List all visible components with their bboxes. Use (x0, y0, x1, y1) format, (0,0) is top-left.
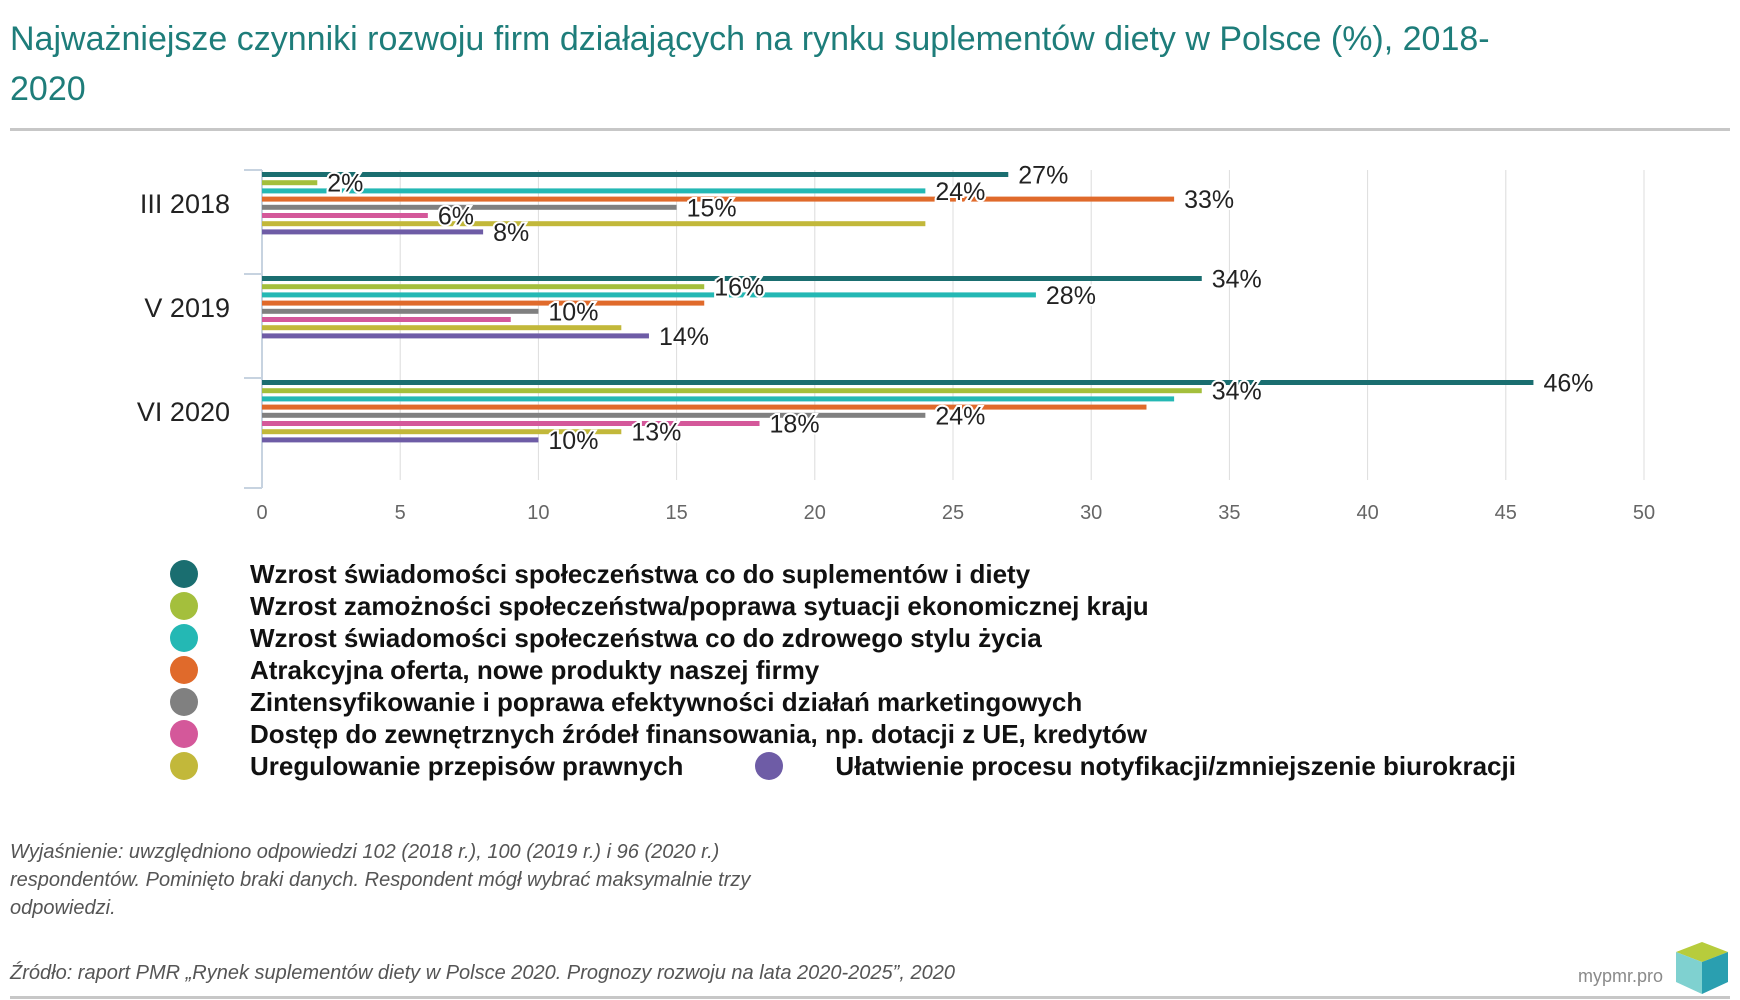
legend-label: Wzrost zamożności społeczeństwa/poprawa … (250, 590, 1149, 621)
legend-item: Uregulowanie przepisów prawnych (170, 751, 683, 782)
explanation-note: Wyjaśnienie: uwzględniono odpowiedzi 102… (10, 841, 751, 919)
x-tick-label: 30 (1080, 502, 1102, 524)
legend-label: Dostęp do zewnętrznych źródeł finansowan… (250, 718, 1148, 749)
legend-swatch (170, 656, 198, 684)
x-tick-label: 35 (1218, 502, 1240, 524)
bar (262, 325, 622, 331)
legend-row: Wzrost zamożności społeczeństwa/poprawa … (170, 590, 1670, 622)
top-divider (10, 128, 1730, 131)
data-label: 10% (548, 427, 598, 455)
bar (262, 213, 428, 218)
bar (262, 221, 926, 227)
bar (262, 396, 1175, 402)
category-label: VI 2020 (137, 397, 230, 427)
legend-swatch (170, 688, 198, 716)
legend-row: Atrakcyjna oferta, nowe produkty naszej … (170, 654, 1670, 686)
data-label: 6% (438, 203, 474, 231)
legend-item: Ułatwienie procesu notyfikacji/zmniejsze… (755, 751, 1516, 782)
bar (262, 300, 705, 306)
legend-item: Zintensyfikowanie i poprawa efektywności… (170, 687, 1082, 718)
data-label: 18% (770, 411, 820, 439)
data-label: 27% (1018, 162, 1068, 190)
legend: Wzrost świadomości społeczeństwa co do s… (170, 558, 1670, 782)
data-label: 34% (1212, 266, 1262, 294)
data-label: 2% (327, 170, 363, 198)
x-tick-label: 40 (1356, 502, 1378, 524)
data-label: 28% (1046, 282, 1096, 310)
legend-swatch (170, 592, 198, 620)
bar (262, 204, 677, 210)
bar (262, 308, 539, 314)
source-note: Źródło: raport PMR „Rynek suplementów di… (10, 962, 955, 984)
data-label: 14% (659, 323, 709, 351)
x-tick-label: 10 (527, 502, 549, 524)
brand-link[interactable]: mypmr.pro (1578, 966, 1664, 986)
legend-row: Zintensyfikowanie i poprawa efektywności… (170, 686, 1670, 718)
bar (262, 284, 705, 290)
bar (262, 188, 926, 194)
bar (262, 229, 484, 235)
legend-swatch (170, 624, 198, 652)
data-label: 8% (493, 219, 529, 247)
bar (262, 196, 1175, 202)
bar (262, 412, 926, 418)
data-label: 10% (548, 298, 598, 326)
bar-chart: 0 5 10 15 20 25 30 35 40 45 50 III 2018 V 2019 VI 202… (137, 160, 1655, 525)
data-label: 34% (1212, 378, 1262, 406)
x-tick-label: 45 (1495, 502, 1517, 524)
data-label: 46% (1543, 370, 1593, 398)
x-tick-label: 50 (1633, 502, 1655, 524)
bar (262, 172, 1009, 177)
legend-item: Dostęp do zewnętrznych źródeł finansowan… (170, 719, 1147, 750)
bar (262, 388, 1202, 394)
legend-swatch (170, 720, 198, 748)
bar (262, 333, 649, 339)
data-label: 16% (714, 274, 764, 302)
legend-item: Atrakcyjna oferta, nowe produkty naszej … (170, 655, 819, 686)
chart-title: Najważniejsze czynniki rozwoju firm dzia… (10, 20, 1490, 108)
data-label: 33% (1184, 186, 1234, 214)
legend-label: Uregulowanie przepisów prawnych (250, 750, 684, 781)
legend-label: Wzrost świadomości społeczeństwa co do z… (250, 622, 1042, 653)
bar (262, 180, 318, 186)
legend-label: Zintensyfikowanie i poprawa efektywności… (250, 686, 1083, 717)
data-label: 24% (935, 178, 985, 206)
legend-item: Wzrost świadomości społeczeństwa co do s… (170, 559, 1030, 590)
legend-row: Uregulowanie przepisów prawnych Ułatwien… (170, 750, 1670, 782)
x-tick-label: 5 (395, 502, 406, 524)
bar (262, 276, 1202, 281)
bar (262, 421, 760, 426)
legend-swatch (170, 560, 198, 588)
bar (262, 404, 1147, 410)
x-tick-label: 20 (804, 502, 826, 524)
x-tick-label: 15 (665, 502, 687, 524)
bar (262, 292, 1036, 298)
legend-row: Dostęp do zewnętrznych źródeł finansowan… (170, 718, 1670, 750)
legend-row: Wzrost świadomości społeczeństwa co do s… (170, 558, 1670, 590)
data-label: 24% (935, 402, 985, 430)
legend-swatch (170, 752, 198, 780)
legend-item: Wzrost świadomości społeczeństwa co do z… (170, 623, 1042, 654)
x-tick-label: 0 (256, 502, 267, 524)
bar (262, 380, 1534, 385)
data-label: 15% (687, 194, 737, 222)
legend-item: Wzrost zamożności społeczeństwa/poprawa … (170, 591, 1149, 622)
category-label: V 2019 (144, 293, 230, 323)
legend-swatch (755, 752, 784, 780)
legend-label: Atrakcyjna oferta, nowe produkty naszej … (250, 654, 820, 685)
category-label: III 2018 (140, 189, 230, 219)
data-label: 13% (631, 419, 681, 447)
bar (262, 317, 511, 322)
pmr-cube-logo (1676, 942, 1728, 994)
bar (262, 429, 622, 435)
legend-label: Ułatwienie procesu notyfikacji/zmniejsze… (835, 750, 1516, 781)
legend-row: Wzrost świadomości społeczeństwa co do z… (170, 622, 1670, 654)
x-tick-label: 25 (942, 502, 964, 524)
bottom-divider (10, 996, 1730, 999)
bar (262, 437, 539, 443)
legend-label: Wzrost świadomości społeczeństwa co do s… (250, 558, 1031, 589)
